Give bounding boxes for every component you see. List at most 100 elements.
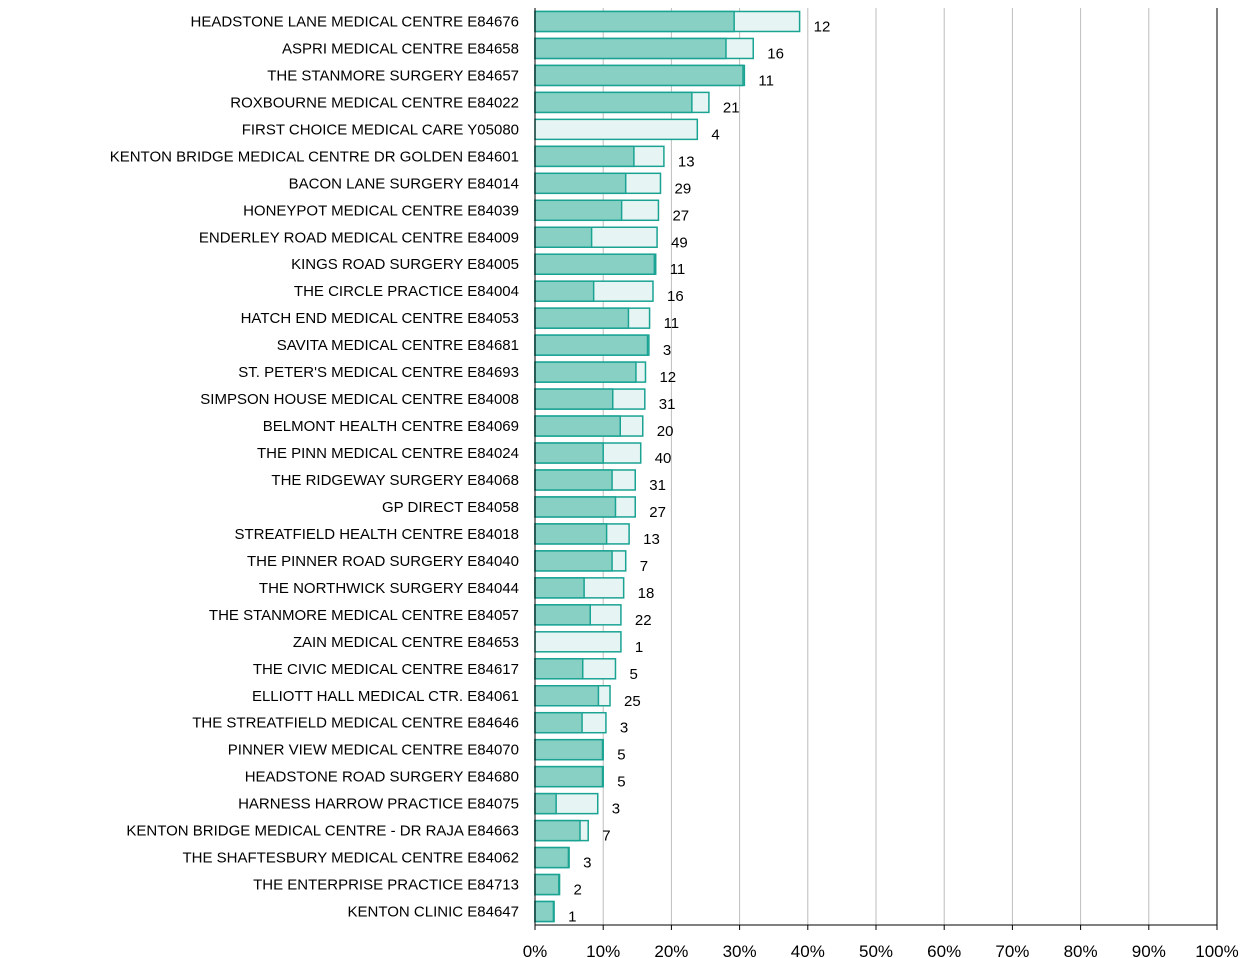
bar-inner [534,765,604,788]
bar-inner [534,819,581,842]
data-label: 18 [638,585,655,602]
data-label: 1 [568,909,576,926]
x-tick-label: 50% [859,942,893,958]
category-label: STREATFIELD HEALTH CENTRE E84018 [234,526,519,543]
bar-outer [534,631,622,653]
data-label: 11 [758,72,774,89]
x-tick-label: 10% [586,942,620,958]
bar-inner [534,469,613,491]
bar-inner [534,199,623,222]
bar-outer [534,118,699,141]
category-label: ASPRI MEDICAL CENTRE E84658 [282,40,519,57]
category-labels: HEADSTONE LANE MEDICAL CENTRE E84676 ASPR… [110,13,519,920]
category-label: HATCH END MEDICAL CENTRE E84053 [241,310,519,327]
bar-inner [534,442,604,464]
category-label: BELMONT HEALTH CENTRE E84069 [263,418,519,435]
category-label: HEADSTONE ROAD SURGERY E84680 [245,769,519,786]
data-label: 13 [643,531,660,548]
data-label: 20 [657,423,674,440]
data-label: 16 [767,45,784,62]
bar-inner [534,172,627,195]
bar-inner [534,307,630,329]
x-tick-label: 80% [1064,942,1098,958]
bar-inner [534,226,593,248]
bar-inner [534,685,600,707]
category-label: HEADSTONE LANE MEDICAL CENTRE E84676 [191,13,519,30]
x-tick-label: 90% [1132,942,1166,958]
data-label: 7 [602,828,610,845]
category-label: ROXBOURNE MEDICAL CENTRE E84022 [230,94,519,111]
bar-inner [534,64,744,87]
data-label: 21 [723,99,740,116]
data-label: 27 [672,207,689,224]
data-label: 3 [612,801,620,818]
bar-inner [534,388,614,410]
category-label: HONEYPOT MEDICAL CENTRE E84039 [243,202,519,219]
category-label: PINNER VIEW MEDICAL CENTRE E84070 [228,742,519,759]
category-label: SIMPSON HOUSE MEDICAL CENTRE E84008 [200,391,519,408]
data-label: 3 [663,342,671,359]
bar-inner [534,496,617,518]
category-label: THE CIRCLE PRACTICE E84004 [294,283,519,300]
category-label: GP DIRECT E84058 [382,499,519,516]
category-label: FIRST CHOICE MEDICAL CARE Y05080 [242,121,519,138]
category-label: THE RIDGEWAY SURGERY E84068 [271,472,519,489]
data-label: 29 [674,180,691,197]
data-labels: 1216112141329274911161131231204031271371… [568,18,830,925]
data-label: 25 [624,693,641,710]
bar-inner [534,10,735,33]
category-label: THE PINN MEDICAL CENTRE E84024 [257,445,519,462]
data-label: 31 [659,396,676,413]
data-label: 3 [620,720,628,737]
data-label: 5 [617,747,625,764]
data-label: 11 [664,315,680,332]
category-label: ST. PETER'S MEDICAL CENTRE E84693 [238,364,519,381]
bar-inner [534,523,608,545]
data-label: 3 [583,855,591,872]
category-label: KENTON CLINIC E84647 [348,904,519,921]
category-label: THE ENTERPRISE PRACTICE E84713 [253,877,519,894]
bar-inner [534,91,693,114]
data-label: 49 [671,234,688,251]
bar-inner [534,604,591,626]
category-label: THE PINNER ROAD SURGERY E84040 [247,553,519,570]
category-label: THE STANMORE SURGERY E84657 [267,67,519,84]
bar-inner [534,846,570,869]
category-label: SAVITA MEDICAL CENTRE E84681 [277,337,519,354]
bar-inner [534,738,604,761]
data-label: 13 [678,153,695,170]
bar-inner [534,334,649,356]
x-tick-label: 40% [791,942,825,958]
x-tick-label: 100% [1195,942,1238,958]
axes: 0% 10% 20% 30% 40% 50% 60% 70% 80% 90% 100% [523,8,1239,958]
data-label: 22 [635,612,652,629]
category-label: BACON LANE SURGERY E84014 [289,175,519,192]
bar-inner [534,658,584,680]
x-tick-label: 20% [654,942,688,958]
category-label: THE STREATFIELD MEDICAL CENTRE E84646 [192,715,519,732]
category-label: ZAIN MEDICAL CENTRE E84653 [293,634,519,651]
bar-inner [534,361,637,383]
x-tick-label: 0% [523,942,548,958]
data-label: 27 [649,504,666,521]
data-label: 40 [655,450,672,467]
category-label: THE NORTHWICK SURGERY E84044 [259,580,519,597]
data-label: 11 [670,261,686,278]
category-label: KINGS ROAD SURGERY E84005 [291,256,519,273]
bar-inner [534,900,555,923]
data-label: 5 [629,666,637,683]
category-label: THE SHAFTESBURY MEDICAL CENTRE E84062 [183,850,520,867]
category-label: ENDERLEY ROAD MEDICAL CENTRE E84009 [199,229,519,246]
data-label: 31 [649,477,666,494]
category-label: KENTON BRIDGE MEDICAL CENTRE DR GOLDEN E… [110,148,519,165]
data-label: 4 [711,126,719,143]
data-label: 16 [667,288,684,305]
category-label: THE CIVIC MEDICAL CENTRE E84617 [253,661,519,678]
data-label: 7 [640,558,648,575]
bar-inner [534,873,560,896]
data-label: 5 [617,774,625,791]
category-label: HARNESS HARROW PRACTICE E84075 [238,796,519,813]
category-label: KENTON BRIDGE MEDICAL CENTRE - DR RAJA E… [126,823,519,840]
